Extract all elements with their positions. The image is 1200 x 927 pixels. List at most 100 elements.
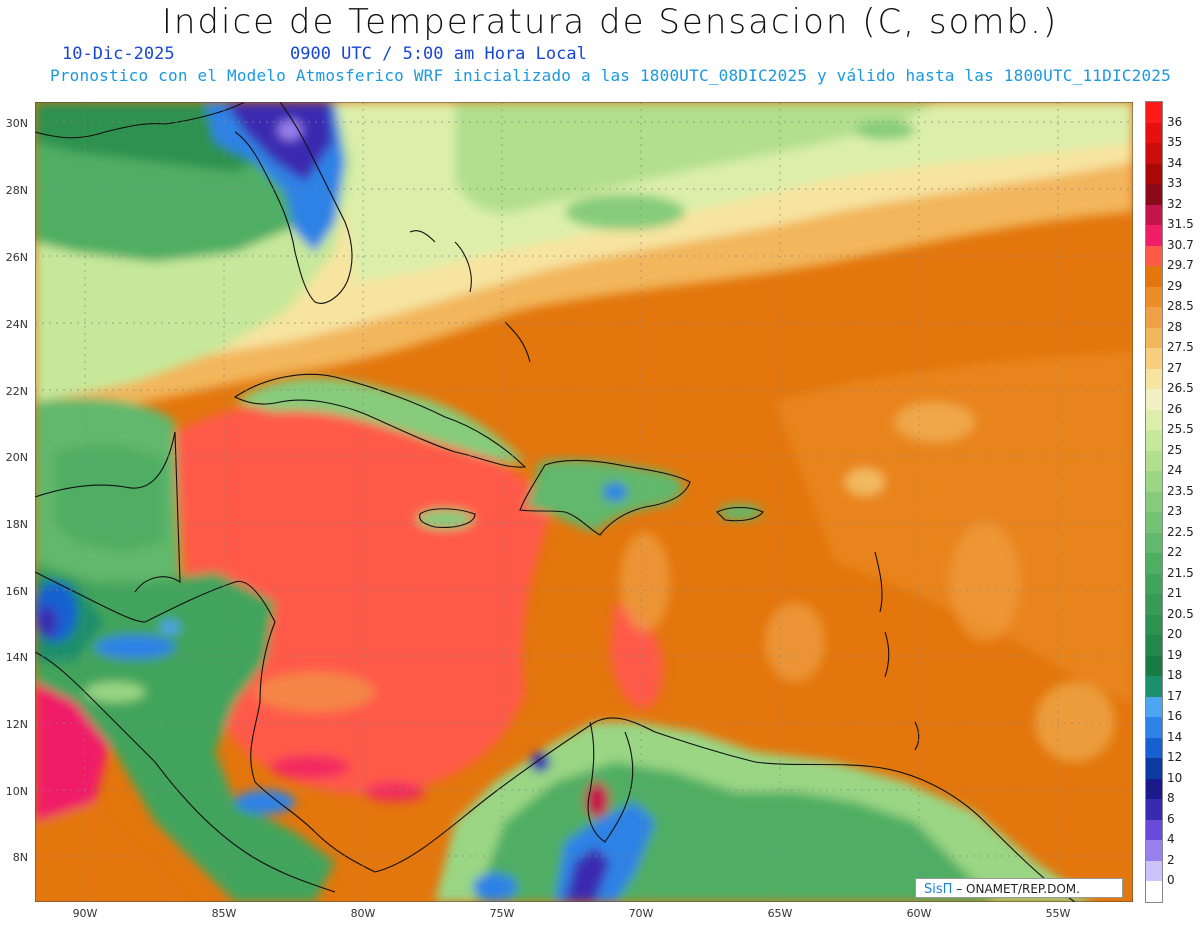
legend-swatch (1146, 143, 1162, 165)
credit-brand: SisΠ (924, 882, 953, 897)
legend-label: 20 (1167, 627, 1183, 642)
legend-swatch (1146, 573, 1162, 595)
legend-swatch (1146, 307, 1162, 329)
legend-swatch (1146, 799, 1162, 821)
legend-label: 21 (1167, 586, 1183, 601)
legend-swatch (1146, 450, 1162, 472)
legend-label: 26.5 (1167, 381, 1194, 396)
lon-tick: 60W (906, 907, 932, 920)
legend-swatch (1146, 819, 1162, 841)
legend-label: 10 (1167, 770, 1183, 785)
legend-label: 0 (1167, 873, 1175, 888)
legend-label: 20.5 (1167, 606, 1194, 621)
forecast-time: 0900 UTC / 5:00 am Hora Local (290, 44, 587, 64)
lat-tick: 20N (5, 451, 28, 464)
legend-swatch (1146, 696, 1162, 718)
legend-swatch (1146, 122, 1162, 144)
legend-label: 14 (1167, 729, 1183, 744)
lat-tick: 30N (5, 117, 28, 130)
lat-tick: 14N (5, 651, 28, 664)
legend-swatch (1146, 368, 1162, 390)
legend-label: 28.5 (1167, 299, 1194, 314)
legend-swatch (1146, 163, 1162, 185)
legend-swatch (1146, 881, 1162, 903)
lon-tick: 70W (628, 907, 654, 920)
legend-swatch (1146, 840, 1162, 862)
lon-tick: 80W (350, 907, 376, 920)
legend-label: 2 (1167, 852, 1175, 867)
lon-tick: 65W (767, 907, 793, 920)
legend-label: 36 (1167, 114, 1183, 129)
forecast-date: 10-Dic-2025 (62, 44, 175, 64)
legend-swatch (1146, 676, 1162, 698)
legend-label: 22 (1167, 545, 1183, 560)
lat-tick: 28N (5, 184, 28, 197)
legend-label: 17 (1167, 688, 1183, 703)
legend-swatch (1146, 532, 1162, 554)
legend-label: 29 (1167, 278, 1183, 293)
page-title: Indice de Temperatura de Sensacion (C, s… (161, 2, 1059, 42)
legend-swatch (1146, 655, 1162, 677)
legend-label: 4 (1167, 832, 1175, 847)
legend-label: 23.5 (1167, 483, 1194, 498)
lat-tick: 18N (5, 518, 28, 531)
legend-label: 29.7 (1167, 258, 1194, 273)
lat-tick: 24N (5, 318, 28, 331)
legend-swatch (1146, 389, 1162, 411)
legend-label: 27.5 (1167, 340, 1194, 355)
legend-swatch (1146, 102, 1162, 123)
legend-label: 16 (1167, 709, 1183, 724)
legend-label: 18 (1167, 668, 1183, 683)
legend-label: 31.5 (1167, 217, 1194, 232)
model-info: Pronostico con el Modelo Atmosferico WRF… (50, 66, 1171, 85)
legend-swatch (1146, 409, 1162, 431)
lon-tick: 75W (489, 907, 515, 920)
legend-label: 24 (1167, 463, 1183, 478)
credit-text: – ONAMET/REP.DOM. (952, 882, 1080, 896)
legend-swatch (1146, 204, 1162, 226)
forecast-map (35, 102, 1133, 902)
legend-swatch (1146, 553, 1162, 575)
graticule (35, 102, 1133, 902)
legend-swatch (1146, 225, 1162, 247)
legend-label: 21.5 (1167, 565, 1194, 580)
legend-label: 32 (1167, 196, 1183, 211)
legend-label: 12 (1167, 750, 1183, 765)
legend-label: 6 (1167, 811, 1175, 826)
legend-label: 22.5 (1167, 524, 1194, 539)
legend-swatch (1146, 491, 1162, 513)
legend-swatch (1146, 245, 1162, 267)
legend-label: 25.5 (1167, 422, 1194, 437)
legend-swatch (1146, 430, 1162, 452)
lat-tick: 22N (5, 385, 28, 398)
legend-swatch (1146, 266, 1162, 288)
legend-label: 30.7 (1167, 237, 1194, 252)
legend-swatch (1146, 594, 1162, 616)
lon-tick: 90W (72, 907, 98, 920)
legend-label: 28 (1167, 319, 1183, 334)
legend-label: 19 (1167, 647, 1183, 662)
legend-swatch (1146, 348, 1162, 370)
credit-box: SisΠ – ONAMET/REP.DOM. (915, 878, 1123, 898)
legend-label: 23 (1167, 504, 1183, 519)
legend-label: 33 (1167, 176, 1183, 191)
lat-tick: 10N (5, 785, 28, 798)
legend-swatch (1146, 778, 1162, 800)
legend-label: 8 (1167, 791, 1175, 806)
coastlines (35, 102, 1076, 902)
legend-swatch (1146, 717, 1162, 739)
lon-tick: 85W (211, 907, 237, 920)
legend-swatch (1146, 635, 1162, 657)
legend-label: 25 (1167, 442, 1183, 457)
lon-tick: 55W (1045, 907, 1071, 920)
legend-swatch (1146, 614, 1162, 636)
color-legend (1145, 101, 1163, 903)
legend-swatch (1146, 327, 1162, 349)
legend-swatch (1146, 512, 1162, 534)
lat-tick: 26N (5, 251, 28, 264)
lat-tick: 16N (5, 585, 28, 598)
legend-swatch (1146, 758, 1162, 780)
lat-tick: 8N (12, 851, 28, 864)
legend-label: 34 (1167, 155, 1183, 170)
legend-label: 26 (1167, 401, 1183, 416)
